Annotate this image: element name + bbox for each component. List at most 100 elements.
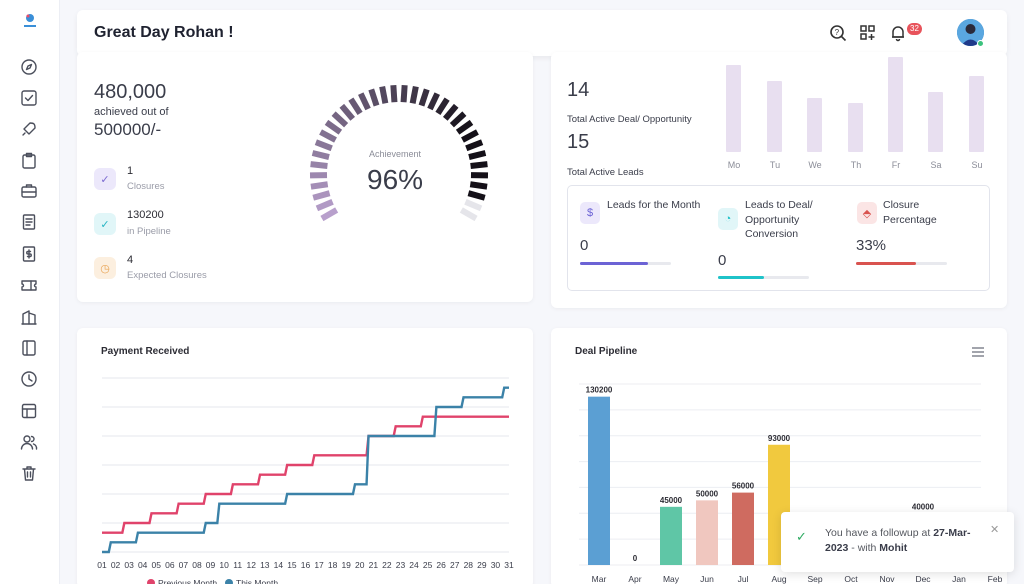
bar-data-label: 56000 xyxy=(732,482,755,491)
sidebar-ticket-icon[interactable] xyxy=(20,276,38,294)
weekday-label: Th xyxy=(850,160,862,170)
x-tick-label: 23 xyxy=(396,560,406,570)
x-tick-label: 27 xyxy=(450,560,460,570)
x-tick-label: 29 xyxy=(477,560,487,570)
x-tick-label: 31 xyxy=(504,560,514,570)
x-tick-label: 14 xyxy=(274,560,284,570)
payment-received-card: Payment Received 01 02 03 04 05 06 07 08 09 10 11 1… xyxy=(77,328,533,584)
achievement-gauge xyxy=(309,84,489,222)
hamburger-menu-icon[interactable] xyxy=(972,347,984,357)
weekday-label: Tu xyxy=(769,160,781,170)
progress-fill xyxy=(718,276,764,279)
gauge-label: Achievement xyxy=(369,149,422,159)
sidebar-table-icon[interactable] xyxy=(20,402,38,420)
closure-pct-title: Closure Percentage xyxy=(883,199,937,226)
closure-pct-progress xyxy=(856,262,947,265)
legend-label[interactable]: Previous Month xyxy=(158,578,217,584)
x-tick-label: 07 xyxy=(179,560,189,570)
notification-badge: 32 xyxy=(907,23,922,35)
gauge-tick xyxy=(435,97,450,116)
legend-marker xyxy=(147,579,155,584)
lead-conversion-progress xyxy=(718,276,809,279)
gauge-tick xyxy=(461,129,479,143)
gauge-tick xyxy=(427,92,440,111)
online-status-dot xyxy=(977,40,984,47)
sidebar-trash-icon[interactable] xyxy=(20,464,38,482)
pipeline-bar xyxy=(660,506,682,565)
apps-add-icon[interactable] xyxy=(859,24,877,42)
x-tick-label: 11 xyxy=(233,560,242,570)
gauge-tick xyxy=(314,139,333,152)
gauge-tick xyxy=(442,103,459,121)
x-tick-label: Sep xyxy=(807,574,822,584)
toast-person: Mohit xyxy=(879,542,908,554)
pipeline-value: 130200 xyxy=(127,209,164,221)
gauge-tick xyxy=(358,92,371,111)
leads-month-progress xyxy=(580,262,671,265)
sidebar-document-icon[interactable] xyxy=(20,213,38,231)
x-tick-label: Jul xyxy=(738,574,749,584)
sidebar-invoice-icon[interactable] xyxy=(20,245,38,263)
pie-icon: ◔ xyxy=(718,208,738,230)
payment-title: Payment Received xyxy=(101,346,190,357)
x-tick-label: 05 xyxy=(152,560,162,570)
toast-mid: - with xyxy=(848,542,880,554)
pipeline-label: in Pipeline xyxy=(127,226,171,237)
sidebar-clock-icon[interactable] xyxy=(20,370,38,388)
x-tick-label: 10 xyxy=(219,560,229,570)
expected-value: 4 xyxy=(127,254,134,266)
weekday-label: Fr xyxy=(891,160,901,170)
sidebar-book-icon[interactable] xyxy=(20,339,38,357)
close-icon[interactable]: ✕ xyxy=(990,524,1000,536)
closures-check-circle-icon: ✓ xyxy=(94,168,116,190)
weekday-label: We xyxy=(808,160,822,170)
x-tick-label: 15 xyxy=(287,560,297,570)
progress-fill xyxy=(856,262,917,265)
expected-label: Expected Closures xyxy=(127,270,207,281)
greeting-title: Great Day Rohan ! xyxy=(94,24,234,41)
gauge-tick xyxy=(324,119,343,135)
gauge-tick xyxy=(469,181,488,190)
x-tick-label: 12 xyxy=(246,560,256,570)
gauge-tick xyxy=(409,86,419,104)
pipeline-title: Deal Pipeline xyxy=(575,346,638,357)
x-tick-label: 19 xyxy=(341,560,351,570)
sidebar-building-icon[interactable] xyxy=(20,308,38,326)
achieved-label: achieved out of xyxy=(94,106,169,118)
bell-icon[interactable] xyxy=(889,24,907,42)
target-card: 480,000 achieved out of 500000/- ✓ 1 Clo… xyxy=(77,52,533,302)
help-search-icon[interactable]: ? xyxy=(829,24,847,42)
gauge-tick xyxy=(331,111,349,128)
sidebar-clipboard-icon[interactable] xyxy=(20,152,38,170)
x-tick-label: Nov xyxy=(879,574,895,584)
x-tick-label: 25 xyxy=(423,560,433,570)
weekday-bar xyxy=(969,76,984,152)
followup-toast: ✓ You have a followup at 27-Mar-2023 - w… xyxy=(781,512,1014,572)
x-tick-label: 08 xyxy=(192,560,202,570)
sidebar-compass-icon[interactable] xyxy=(20,58,38,76)
activity-card: 14 Total Active Deal/ Opportunity 15 Tot… xyxy=(551,52,1007,308)
payment-line-chart: 01 02 03 04 05 06 07 08 09 10 11 12 13 14 15 16 17 18 19 20… xyxy=(97,377,514,584)
logo xyxy=(24,14,36,27)
gauge-tick xyxy=(390,84,398,103)
gauge-tick xyxy=(310,161,328,170)
pipeline-bar xyxy=(588,396,610,565)
sidebar-users-icon[interactable] xyxy=(20,433,38,451)
legend-label[interactable]: This Month xyxy=(236,578,278,584)
x-tick-label: Mar xyxy=(592,574,607,584)
x-tick-label: 18 xyxy=(328,560,338,570)
bar-data-label: 40000 xyxy=(912,502,935,511)
sidebar xyxy=(0,0,60,584)
sidebar-briefcase-icon[interactable] xyxy=(20,182,38,200)
gauge-tick xyxy=(468,150,487,160)
x-tick-label: Aug xyxy=(771,574,786,584)
sidebar-checklist-icon[interactable] xyxy=(20,89,38,107)
x-tick-label: 03 xyxy=(124,560,134,570)
gauge-tick xyxy=(465,139,484,152)
x-tick-label: Apr xyxy=(628,574,641,584)
achieved-amount: 480,000 xyxy=(94,81,167,103)
gauge-tick xyxy=(459,207,478,222)
gauge-tick xyxy=(320,207,339,222)
weekday-bar xyxy=(928,92,943,152)
sidebar-rocket-icon[interactable] xyxy=(20,120,38,138)
